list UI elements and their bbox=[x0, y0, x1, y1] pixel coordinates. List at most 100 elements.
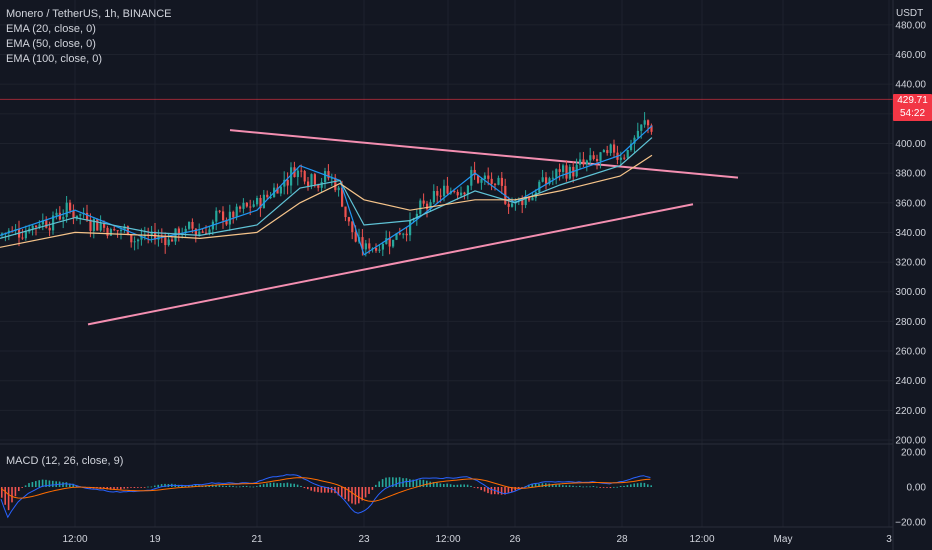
macd-histogram-bar bbox=[507, 487, 510, 494]
macd-histogram-bar bbox=[147, 486, 149, 488]
candle-body bbox=[378, 249, 381, 251]
macd-histogram-bar bbox=[290, 483, 292, 487]
ema100-legend[interactable]: EMA (100, close, 0) bbox=[6, 53, 102, 65]
macd-histogram-bar bbox=[24, 485, 27, 487]
candle-body bbox=[252, 204, 255, 207]
macd-histogram-bar bbox=[38, 480, 40, 487]
trendline-resistance bbox=[229, 129, 739, 179]
macd-histogram-bar bbox=[616, 486, 618, 488]
price-tick-label: 200.00 bbox=[895, 436, 926, 447]
macd-histogram-bar bbox=[327, 487, 329, 493]
macd-histogram-bar bbox=[116, 487, 119, 489]
macd-histogram-bar bbox=[602, 487, 605, 488]
candle-body bbox=[324, 171, 327, 183]
macd-histogram-bar bbox=[143, 487, 146, 488]
candle-body bbox=[69, 202, 72, 211]
ema50-legend[interactable]: EMA (50, close, 0) bbox=[6, 38, 96, 50]
candle-body bbox=[602, 150, 605, 153]
candle-body bbox=[215, 210, 218, 222]
candle-body bbox=[31, 225, 34, 229]
candle-body bbox=[402, 233, 405, 235]
candle-body bbox=[21, 237, 24, 239]
macd-histogram-bar bbox=[497, 487, 499, 495]
macd-histogram-bar bbox=[650, 485, 652, 487]
price-tick-label: 400.00 bbox=[895, 139, 926, 150]
candle-body bbox=[647, 120, 650, 126]
macd-legend[interactable]: MACD (12, 26, close, 9) bbox=[6, 455, 124, 467]
macd-histogram-bar bbox=[157, 484, 159, 487]
candle-body bbox=[565, 165, 568, 179]
macd-histogram-bar bbox=[188, 485, 190, 487]
macd-histogram-bar bbox=[256, 486, 258, 487]
ema20-legend[interactable]: EMA (20, close, 0) bbox=[6, 23, 96, 35]
price-tick-label: 380.00 bbox=[895, 169, 926, 180]
macd-histogram-bar bbox=[242, 485, 244, 487]
macd-histogram-bar bbox=[14, 487, 17, 497]
candle-body bbox=[364, 243, 367, 250]
candle-body bbox=[103, 222, 106, 228]
time-tick-label: 19 bbox=[149, 534, 161, 545]
macd-histogram-bar bbox=[630, 484, 632, 487]
candle-body bbox=[150, 231, 153, 236]
candle-body bbox=[245, 202, 248, 207]
price-axis[interactable]: 480.00460.00440.00420.00400.00380.00360.… bbox=[895, 20, 926, 446]
candle-body bbox=[347, 217, 350, 222]
macd-histogram-bar bbox=[347, 487, 350, 502]
candle-body bbox=[276, 187, 279, 194]
candle-body bbox=[72, 210, 75, 218]
candle-body bbox=[330, 177, 333, 179]
macd-histogram-bar bbox=[252, 486, 255, 488]
candle-body bbox=[228, 211, 231, 225]
macd-histogram-bar bbox=[470, 485, 472, 487]
candle-body bbox=[201, 231, 204, 233]
candle-body bbox=[354, 232, 357, 242]
time-tick-label: 21 bbox=[251, 534, 263, 545]
macd-axis[interactable]: 20.00 0.00 −20.00 bbox=[895, 448, 926, 529]
macd-histogram-bar bbox=[521, 487, 523, 488]
candle-body bbox=[555, 169, 558, 178]
candle-body bbox=[303, 171, 306, 182]
macd-histogram-bar bbox=[531, 483, 533, 487]
macd-histogram-bar bbox=[647, 484, 649, 487]
time-tick-label: 12:00 bbox=[689, 534, 714, 545]
macd-histogram-bar bbox=[7, 487, 10, 511]
macd-histogram-bar bbox=[405, 478, 408, 487]
candle-body bbox=[558, 169, 561, 172]
candle-body bbox=[41, 220, 44, 225]
macd-histogram-bar bbox=[490, 487, 493, 495]
time-axis[interactable]: 12:00 19 21 23 12:00 26 28 12:00 May 3 bbox=[62, 534, 892, 545]
candle-body bbox=[242, 202, 245, 209]
candle-body bbox=[609, 144, 612, 154]
candle-body bbox=[650, 125, 653, 132]
macd-histogram-bar bbox=[184, 485, 187, 487]
time-tick-label: 12:00 bbox=[62, 534, 87, 545]
macd-histogram-bar bbox=[568, 485, 571, 487]
candle-body bbox=[45, 220, 48, 228]
symbol-title[interactable]: Monero / TetherUS, 1h, BINANCE bbox=[6, 8, 172, 20]
grid-lines bbox=[0, 0, 893, 527]
time-tick-label: 12:00 bbox=[435, 534, 460, 545]
macd-histogram-bar bbox=[41, 479, 44, 487]
macd-histogram-bar bbox=[562, 485, 564, 487]
candle-body bbox=[259, 197, 262, 209]
ema-lines bbox=[0, 125, 653, 256]
macd-histogram-bar bbox=[422, 479, 425, 487]
macd-histogram-bar bbox=[300, 485, 302, 487]
candle-body bbox=[548, 178, 551, 184]
macd-histogram-bar bbox=[582, 486, 584, 488]
macd-histogram-bar bbox=[72, 483, 74, 487]
macd-histogram-bar bbox=[273, 482, 275, 487]
macd-histogram-bar bbox=[538, 483, 540, 487]
macd-histogram-bar bbox=[504, 487, 506, 495]
macd-histogram-bar bbox=[235, 486, 238, 488]
macd-histogram-bar bbox=[140, 487, 142, 488]
candle-body bbox=[188, 221, 191, 229]
candle-body bbox=[290, 167, 293, 186]
candle-body bbox=[582, 159, 585, 165]
candle-body bbox=[239, 206, 242, 209]
macd-histogram-bar bbox=[164, 483, 166, 487]
candle-body bbox=[120, 229, 123, 232]
macd-histogram-bar bbox=[303, 487, 306, 489]
macd-histogram-bar bbox=[45, 479, 47, 487]
